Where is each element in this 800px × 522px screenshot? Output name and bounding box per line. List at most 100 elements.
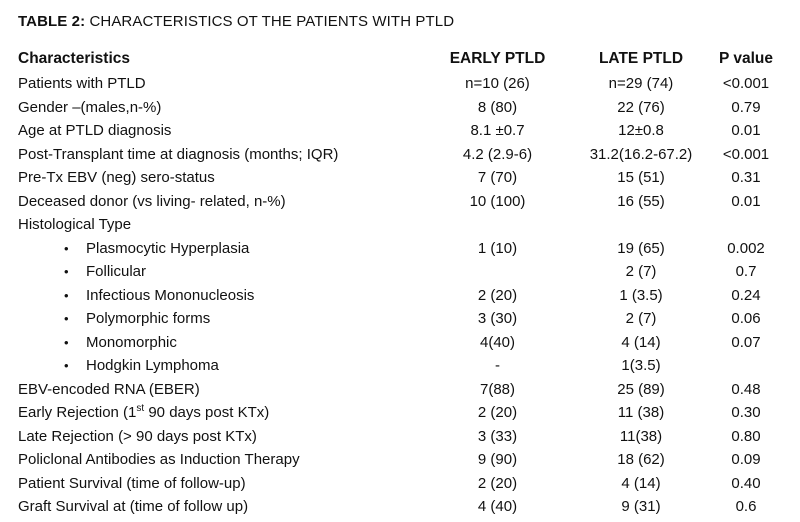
p-value: 0.24	[731, 286, 761, 304]
late-ptld-value: 12±0.8	[618, 122, 664, 139]
late-ptld-value: 11 (38)	[617, 404, 665, 421]
row-label: Graft Survival at (time of follow up)	[0, 495, 420, 519]
bullet-icon: •	[64, 287, 69, 303]
row-label: EBV-encoded RNA (EBER)	[0, 378, 420, 402]
row-label: Deceased donor (vs living- related, n-%)	[0, 190, 420, 214]
table-title: TABLE 2: CHARACTERISTICS OT THE PATIENTS…	[0, 0, 800, 30]
late-ptld-value: 11(38)	[619, 427, 663, 445]
row-label: Patient Survival (time of follow-up)	[0, 472, 420, 496]
row-label: Policlonal Antibodies as Induction Thera…	[0, 448, 420, 472]
late-ptld-value: 31.2(16.2-67.2)	[589, 145, 693, 163]
table-row: • Follicular 2 (7) 0.7	[0, 260, 800, 284]
row-label-text: 90 days post KTx)	[144, 404, 270, 421]
row-label-text: Deceased donor (vs living- related, n-%)	[18, 192, 286, 210]
table-row: Late Rejection (> 90 days post KTx) 3 (33…	[0, 425, 800, 449]
row-label-text: Infectious Mononucleosis	[86, 286, 255, 304]
table-row: Graft Survival at (time of follow up) 4 (…	[0, 495, 800, 519]
p-value: <0.001	[722, 145, 770, 163]
row-label-text: Histological Type	[18, 216, 132, 233]
early-ptld-value: 4(40)	[479, 333, 516, 351]
bullet-icon: •	[64, 334, 69, 350]
bullet-icon: •	[64, 264, 69, 279]
late-ptld-value: 4 (14)	[621, 474, 661, 492]
p-value: 0.40	[731, 474, 761, 492]
column-header-characteristics: Characteristics	[18, 50, 131, 67]
p-value: 0.80	[731, 427, 761, 445]
table-row: Age at PTLD diagnosis 8.1 ±0.7 12±0.8 0.01	[0, 119, 800, 143]
row-label: Pre-Tx EBV (neg) sero-status	[0, 166, 420, 190]
early-ptld-value: 3 (30)	[477, 310, 518, 327]
late-ptld-value: 1 (3.5)	[619, 286, 663, 304]
bullet-icon: •	[64, 358, 69, 373]
row-label-text: Hodgkin Lymphoma	[86, 357, 219, 374]
characteristics-table: Characteristics EARLY PTLD LATE PTLD P v…	[0, 46, 800, 519]
p-value: 0.31	[731, 169, 761, 186]
row-label-text: Policlonal Antibodies as Induction Thera…	[18, 451, 300, 468]
table-row: Post-Transplant time at diagnosis (month…	[0, 143, 800, 167]
early-ptld-value: 8 (80)	[477, 98, 518, 116]
p-value: 0.01	[731, 192, 761, 210]
table-row: Pre-Tx EBV (neg) sero-status 7 (70) 15 (51…	[0, 166, 800, 190]
row-label-text: Patients with PTLD	[18, 75, 146, 92]
early-ptld-value: 7 (70)	[477, 169, 518, 186]
p-value: 0.09	[731, 451, 761, 468]
table-row: EBV-encoded RNA (EBER) 7(88) 25 (89) 0.48	[0, 378, 800, 402]
late-ptld-value: 25 (89)	[617, 380, 665, 398]
row-label-text: Early Rejection (1	[18, 404, 137, 421]
column-header-p-value: P value	[718, 50, 773, 67]
table-row: Policlonal Antibodies as Induction Thera…	[0, 448, 800, 472]
table-row: • Polymorphic forms 3 (30) 2 (7) 0.06	[0, 307, 800, 331]
late-ptld-value: n=29 (74)	[608, 75, 674, 92]
row-label-text: Polymorphic forms	[86, 310, 211, 327]
bullet-icon: •	[64, 240, 69, 256]
early-ptld-value: 4 (40)	[477, 498, 518, 515]
column-header-late-ptld: LATE PTLD	[598, 50, 684, 67]
row-label-text: Follicular	[86, 263, 147, 280]
p-value: 0.79	[731, 98, 761, 116]
p-value: 0.6	[735, 498, 757, 515]
p-value: 0.48	[731, 380, 761, 398]
early-ptld-value: 3 (33)	[477, 427, 518, 445]
p-value: 0.30	[731, 404, 761, 421]
table-row: Early Rejection (1st 90 days post KTx) 2 …	[0, 401, 800, 425]
p-value	[707, 354, 800, 378]
table-row: • Monomorphic 4(40) 4 (14) 0.07	[0, 331, 800, 355]
row-label: • Plasmocytic Hyperplasia	[0, 237, 420, 261]
early-ptld-value: 10 (100)	[469, 192, 526, 210]
row-label: Patients with PTLD	[0, 72, 420, 96]
late-ptld-value: 4 (14)	[621, 333, 661, 351]
row-label: Age at PTLD diagnosis	[0, 119, 420, 143]
row-label-text: Gender –(males,n-%)	[18, 98, 162, 116]
early-ptld-value: n=10 (26)	[465, 75, 530, 92]
early-ptld-value: 8.1 ±0.7	[470, 122, 525, 139]
p-value: 0.01	[731, 122, 761, 139]
row-label-text: Graft Survival at (time of follow up)	[18, 498, 249, 515]
row-label: Late Rejection (> 90 days post KTx)	[0, 425, 420, 449]
late-ptld-value: 19 (65)	[617, 239, 665, 257]
row-label-text: Monomorphic	[86, 333, 177, 351]
header-row: Characteristics EARLY PTLD LATE PTLD P v…	[0, 46, 800, 72]
row-label-text: Pre-Tx EBV (neg) sero-status	[18, 169, 215, 186]
early-ptld-value: 2 (20)	[477, 474, 518, 492]
late-ptld-value: 22 (76)	[617, 98, 665, 116]
early-ptld-value: 4.2 (2.9-6)	[462, 145, 533, 163]
late-ptld-value: 18 (62)	[617, 451, 665, 468]
row-label: Early Rejection (1st 90 days post KTx)	[0, 401, 420, 425]
row-label-text: Late Rejection (> 90 days post KTx)	[18, 427, 257, 445]
p-value	[707, 213, 800, 237]
row-label: • Follicular	[0, 260, 420, 284]
late-ptld-value: 9 (31)	[621, 498, 661, 515]
early-ptld-value: 1 (10)	[477, 239, 518, 257]
early-ptld-value: 9 (90)	[477, 451, 518, 468]
early-ptld-value: 2 (20)	[477, 404, 518, 421]
row-label-text: Plasmocytic Hyperplasia	[86, 239, 250, 257]
row-label: Histological Type	[0, 213, 420, 237]
table-row: Gender –(males,n-%) 8 (80) 22 (76) 0.79	[0, 96, 800, 120]
row-label: • Monomorphic	[0, 331, 420, 355]
row-label-text: Post-Transplant time at diagnosis (month…	[18, 145, 339, 163]
table-row: • Hodgkin Lymphoma - 1(3.5)	[0, 354, 800, 378]
row-label-text: EBV-encoded RNA (EBER)	[18, 380, 200, 398]
late-ptld-value: 2 (7)	[625, 310, 657, 327]
late-ptld-value	[575, 213, 707, 237]
